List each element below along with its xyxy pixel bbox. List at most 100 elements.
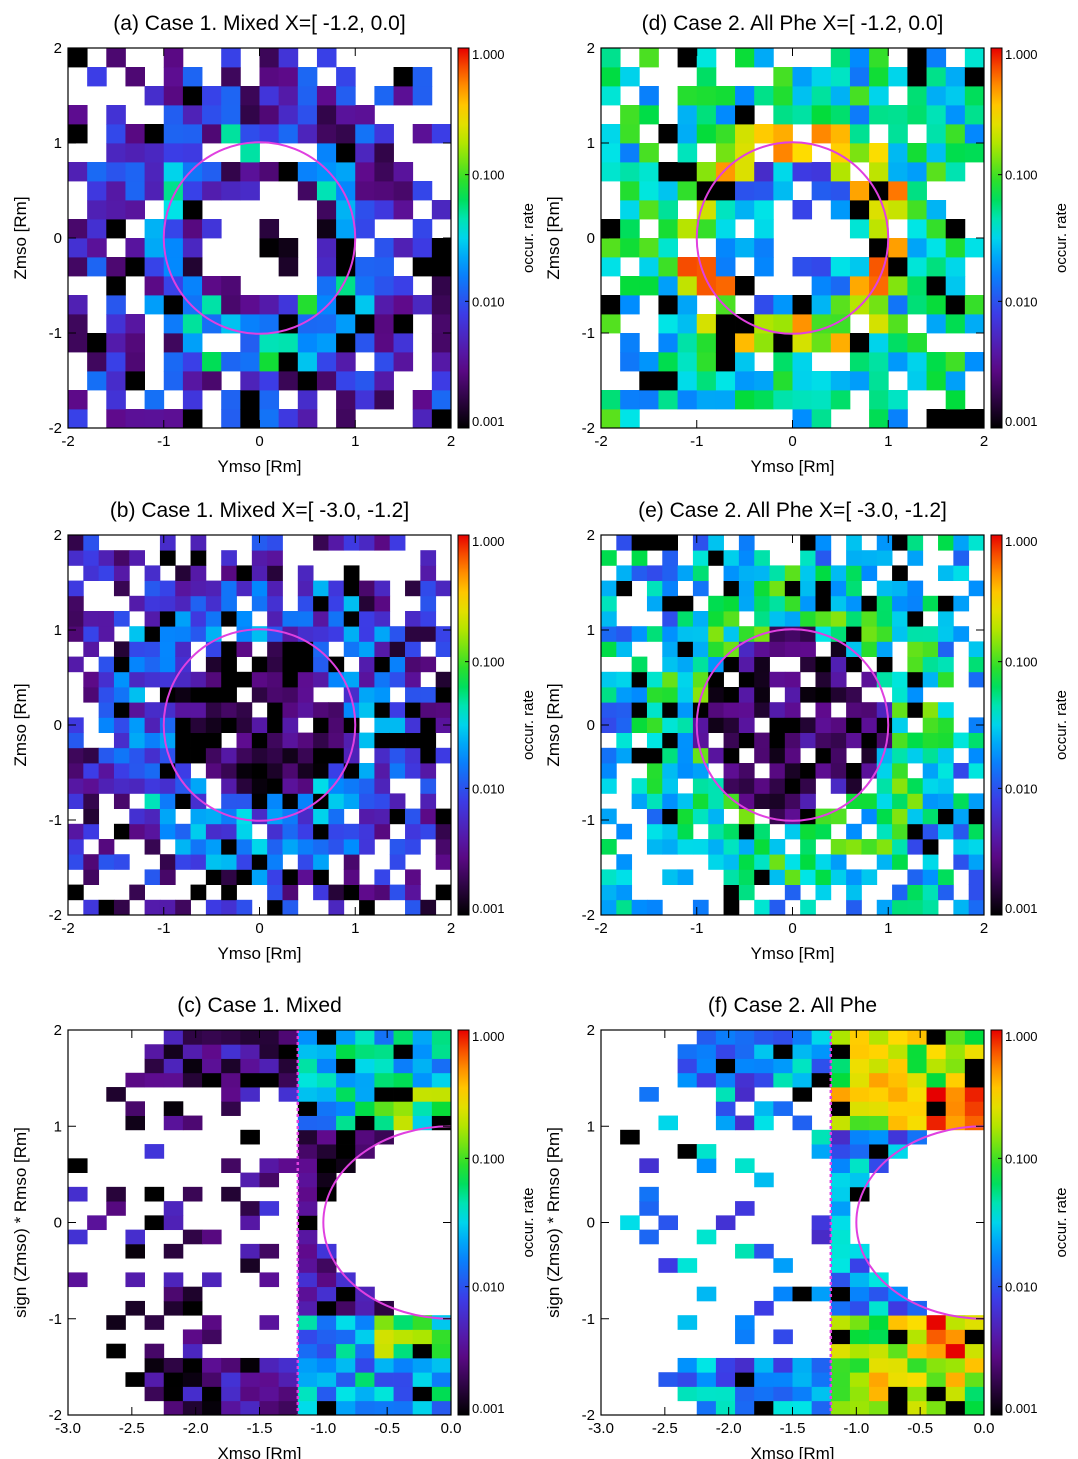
- heatmap-cell: [769, 793, 786, 809]
- heatmap-cell: [964, 1400, 985, 1416]
- heatmap-cell: [297, 793, 314, 809]
- x-axis-label: Ymso [Rm]: [217, 944, 301, 963]
- heatmap-cell: [316, 1172, 337, 1188]
- heatmap-cell: [938, 778, 954, 794]
- heatmap-cell: [907, 535, 924, 551]
- heatmap-cell: [129, 656, 145, 673]
- heatmap-cell: [259, 1072, 280, 1088]
- heatmap-cell: [282, 823, 299, 840]
- heatmap-cell: [861, 793, 878, 809]
- y-tick-label: 0: [54, 1215, 62, 1232]
- heatmap-cell: [723, 641, 740, 657]
- heatmap-cell: [278, 1072, 299, 1088]
- heatmap-cell: [98, 778, 115, 794]
- heatmap-cell: [144, 869, 161, 885]
- heatmap-cell: [830, 611, 847, 627]
- heatmap-cell: [926, 1372, 947, 1387]
- heatmap-cell: [83, 626, 100, 642]
- heatmap-cell: [646, 793, 663, 809]
- heatmap-cell: [175, 717, 191, 733]
- heatmap-cell: [359, 732, 375, 749]
- heatmap-cell: [205, 611, 222, 627]
- heatmap-cell: [297, 1129, 318, 1145]
- heatmap-cell: [68, 124, 88, 144]
- heatmap-cell: [735, 1357, 755, 1373]
- heatmap-cell: [236, 899, 253, 916]
- heatmap-cell: [412, 124, 433, 144]
- heatmap-cell: [800, 641, 816, 657]
- heatmap-cell: [811, 1129, 832, 1145]
- heatmap-cell: [163, 314, 184, 334]
- heatmap-cell: [343, 884, 360, 901]
- heatmap-cell: [830, 1343, 851, 1359]
- heatmap-cell: [907, 1400, 927, 1416]
- heatmap-cell: [190, 793, 207, 809]
- heatmap-cell: [205, 671, 222, 688]
- heatmap-cell: [616, 717, 633, 733]
- heatmap-cell: [677, 641, 694, 657]
- heatmap-cell: [869, 1386, 889, 1402]
- heatmap-cell: [677, 219, 698, 239]
- heatmap-cell: [297, 763, 314, 779]
- heatmap-cell: [343, 565, 360, 581]
- heatmap-cell: [646, 687, 663, 703]
- heatmap-cell: [769, 839, 786, 855]
- heatmap-cell: [313, 595, 329, 612]
- heatmap-cell: [355, 1315, 375, 1330]
- heatmap-cell: [359, 671, 375, 688]
- heatmap-cell: [221, 839, 237, 855]
- heatmap-cell: [715, 371, 736, 391]
- heatmap-cell: [144, 1144, 165, 1159]
- heatmap-cell: [869, 1315, 889, 1330]
- heatmap-cell: [68, 1186, 88, 1202]
- heatmap-cell: [735, 1087, 755, 1102]
- heatmap-cell: [738, 763, 755, 779]
- colorbar-label: occur. rate: [520, 1187, 537, 1257]
- x-tick-label: 1: [351, 433, 359, 450]
- heatmap-cell: [773, 295, 793, 315]
- heatmap-cell: [113, 793, 130, 809]
- heatmap-cell: [830, 1129, 851, 1145]
- heatmap-cell: [98, 656, 115, 673]
- y-axis-label: sign (Zmso) * Rmso [Rm]: [544, 1127, 563, 1318]
- heatmap-cell: [646, 595, 663, 612]
- heatmap-cell: [677, 371, 698, 391]
- heatmap-cell: [313, 884, 329, 901]
- heatmap-cell: [876, 763, 893, 779]
- heatmap-cell: [830, 1357, 851, 1373]
- heatmap-cell: [907, 1030, 927, 1045]
- heatmap-cell: [106, 295, 126, 315]
- heatmap-cell: [639, 200, 659, 220]
- heatmap-cell: [601, 124, 621, 144]
- heatmap-cell: [202, 1229, 222, 1245]
- heatmap-cell: [359, 778, 375, 794]
- heatmap-cell: [888, 276, 908, 296]
- heatmap-cell: [620, 67, 640, 87]
- heatmap-cells: [68, 48, 452, 429]
- heatmap-cell: [792, 257, 813, 277]
- heatmap-cell: [945, 1030, 966, 1045]
- heatmap-cell: [328, 747, 345, 764]
- heatmap-cell: [735, 1201, 755, 1216]
- heatmap-cell: [811, 1215, 832, 1231]
- heatmap-cell: [190, 611, 207, 627]
- heatmap-cell: [259, 238, 280, 258]
- heatmap-cell: [129, 671, 145, 688]
- heatmap-cell: [412, 1072, 433, 1088]
- heatmap-cell: [773, 67, 793, 87]
- heatmap-cell: [355, 390, 375, 410]
- heatmap-cell: [355, 143, 375, 163]
- heatmap-cell: [267, 687, 283, 703]
- heatmap-cell: [964, 1386, 985, 1402]
- heatmap-cell: [336, 409, 356, 429]
- heatmap-cell: [800, 808, 816, 825]
- heatmap-cell: [869, 1058, 889, 1074]
- heatmap-cell: [297, 1030, 318, 1045]
- heatmap-cell: [849, 1087, 870, 1102]
- heatmap-cell: [336, 1400, 356, 1416]
- heatmap-cell: [907, 67, 927, 87]
- heatmap-cell: [907, 595, 924, 612]
- heatmap-cell: [735, 48, 755, 68]
- heatmap-cell: [240, 1058, 260, 1074]
- heatmap-cell: [715, 1400, 736, 1416]
